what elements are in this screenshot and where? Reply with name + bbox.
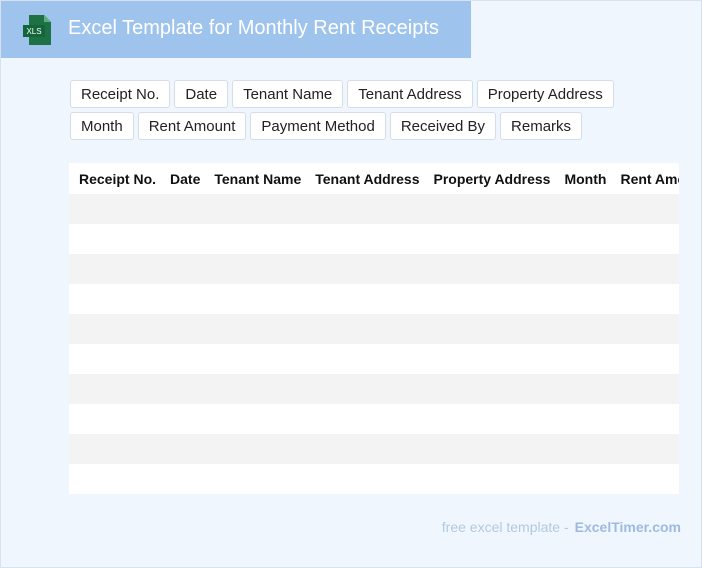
field-chip: Receipt No. <box>70 80 171 108</box>
column-header: Tenant Name <box>204 163 306 194</box>
column-header: Month <box>554 163 611 194</box>
column-header: Tenant Address <box>305 163 424 194</box>
column-header: Receipt No. <box>69 163 161 194</box>
field-chip: Rent Amount <box>137 112 247 140</box>
field-chip: Tenant Address <box>347 80 473 108</box>
row <box>69 344 679 374</box>
table: Receipt No. Date Tenant Name Tenant Address… <box>69 163 679 494</box>
footer-link[interactable]: ExcelTimer.com <box>574 519 681 535</box>
footer: free excel template - ExcelTimer.com <box>442 519 681 535</box>
row <box>69 194 679 224</box>
field-chip: Remarks <box>500 112 583 140</box>
header-row: Receipt No. Date Tenant Name Tenant Address… <box>69 163 679 194</box>
column-header: Rent Amount <box>610 163 679 194</box>
field-chip: Payment Method <box>250 112 386 140</box>
title: Excel Template for Monthly Rent Receipts <box>68 17 439 39</box>
column-header: Property Address <box>423 163 555 194</box>
table-body <box>69 194 679 494</box>
xls-icon: XLS <box>23 15 51 45</box>
row <box>69 374 679 404</box>
banner: XLS Excel Template for Monthly Rent Rece… <box>1 1 471 58</box>
field-chip: Month <box>70 112 134 140</box>
row <box>69 464 679 494</box>
row <box>69 314 679 344</box>
table-wrap: Receipt No. Date Tenant Name Tenant Address… <box>69 163 679 494</box>
row <box>69 404 679 434</box>
icon-label: XLS <box>26 27 41 36</box>
row <box>69 254 679 284</box>
column-header: Date <box>160 163 205 194</box>
field-chip: Date <box>174 80 229 108</box>
field-chip: Received By <box>389 112 497 140</box>
row <box>69 224 679 254</box>
row <box>69 434 679 464</box>
field-chip: Tenant Name <box>232 80 344 108</box>
footer-text: free excel template - <box>441 519 569 535</box>
field-chip: Property Address <box>476 80 614 108</box>
field-list: Receipt No. Date Tenant Name Tenant Address… <box>70 80 680 140</box>
row <box>69 284 679 314</box>
